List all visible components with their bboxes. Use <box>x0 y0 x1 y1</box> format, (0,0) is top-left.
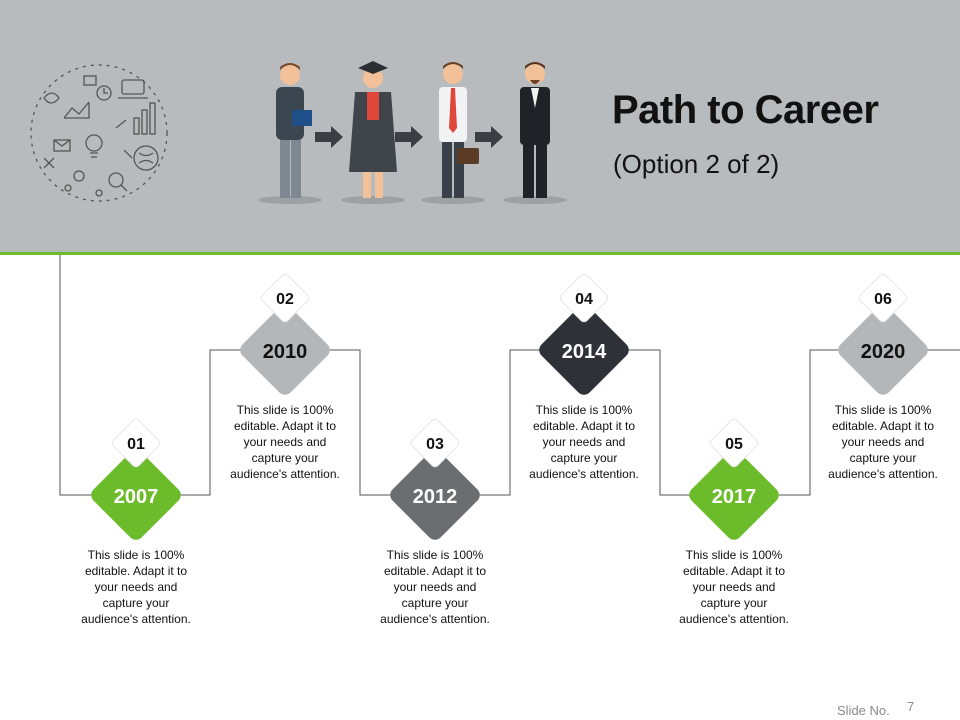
number-diamond <box>410 418 460 468</box>
career-doodle-icon-cluster <box>30 64 168 202</box>
milestone-04: 04 2014 <box>539 273 629 395</box>
milestone-description: This slide is 100% editable. Adapt it to… <box>81 548 191 626</box>
timeline-connector-line <box>59 255 960 496</box>
number-diamond <box>111 418 161 468</box>
year-diamond <box>91 450 181 540</box>
milestone-number: 04 <box>575 291 593 308</box>
milestone-year: 2010 <box>263 341 308 363</box>
milestone-year: 2020 <box>861 341 906 363</box>
milestone-06: 06 2020 <box>838 273 928 395</box>
milestone-description: This slide is 100% editable. Adapt it to… <box>230 403 340 481</box>
slide-number-value: 7 <box>907 699 915 714</box>
year-diamond <box>838 305 928 395</box>
slide-number-label: Slide No. <box>837 703 890 718</box>
milestone-description: This slide is 100% editable. Adapt it to… <box>380 548 490 626</box>
number-diamond <box>709 418 759 468</box>
number-diamond <box>260 273 310 323</box>
number-diamond <box>858 273 908 323</box>
milestone-year: 2014 <box>562 341 607 363</box>
milestone-01: 01 2007 <box>91 418 181 540</box>
milestone-number: 06 <box>874 291 892 308</box>
milestone-02: 02 2010 <box>240 273 330 395</box>
year-diamond <box>240 305 330 395</box>
milestone-03: 03 2012 <box>390 418 480 540</box>
year-diamond <box>390 450 480 540</box>
number-diamond <box>559 273 609 323</box>
milestone-number: 01 <box>127 436 145 453</box>
milestone-number: 03 <box>426 436 444 453</box>
career-progression-illustration <box>258 61 567 204</box>
milestone-year: 2012 <box>413 486 458 508</box>
milestone-year: 2017 <box>712 486 757 508</box>
page-subtitle: (Option 2 of 2) <box>613 149 780 179</box>
milestone-description: This slide is 100% editable. Adapt it to… <box>679 548 789 626</box>
year-diamond <box>539 305 629 395</box>
milestone-number: 05 <box>725 436 743 453</box>
header-banner: Path to Career (Option 2 of 2) <box>0 0 960 255</box>
milestone-number: 02 <box>276 291 294 308</box>
page-title: Path to Career <box>612 88 879 132</box>
milestone-05: 05 2017 <box>689 418 779 540</box>
milestone-description: This slide is 100% editable. Adapt it to… <box>529 403 639 481</box>
milestone-year: 2007 <box>114 486 159 508</box>
year-diamond <box>689 450 779 540</box>
milestone-description: This slide is 100% editable. Adapt it to… <box>828 403 938 481</box>
